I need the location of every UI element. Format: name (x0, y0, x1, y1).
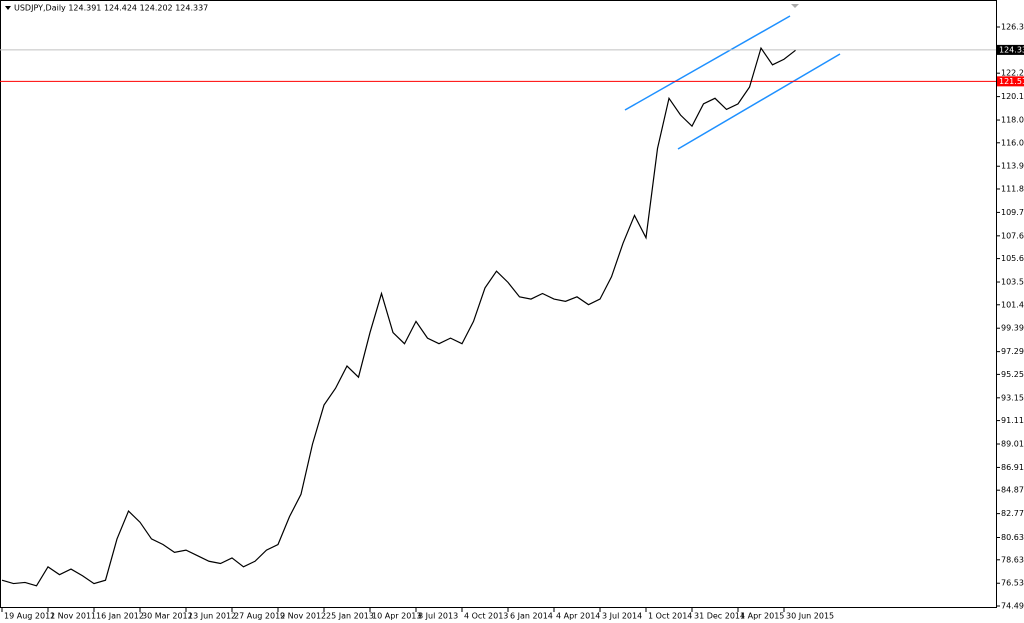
shift-marker (791, 4, 799, 8)
y-tick-label: 103.530 (1001, 278, 1024, 287)
x-tick-label: 10 Apr 2013 (372, 612, 421, 621)
y-tick-label: 101.490 (1001, 300, 1024, 309)
y-tick-label: 120.150 (1001, 92, 1024, 101)
price-label-box (997, 44, 1024, 55)
y-tick-label: 97.290 (1001, 347, 1024, 356)
y-tick-label: 126.390 (1001, 22, 1024, 31)
plot-border (0, 0, 997, 608)
x-tick-label: 2 Nov 2011 (50, 612, 96, 621)
y-tick-label: 109.770 (1001, 208, 1024, 217)
x-tick-label: 31 Dec 2014 (694, 612, 745, 621)
x-tick-label: 25 Jan 2013 (326, 612, 374, 621)
y-tick-label: 93.150 (1001, 393, 1024, 402)
x-tick-label: 13 Jun 2012 (188, 612, 236, 621)
y-tick-label: 99.390 (1001, 324, 1024, 333)
y-tick-label: 78.630 (1001, 555, 1024, 564)
y-tick-label: 86.910 (1001, 463, 1024, 472)
y-tick-label: 118.050 (1001, 116, 1024, 125)
x-tick-label: 30 Jun 2015 (786, 612, 834, 621)
x-tick-label: 1 Apr 2015 (740, 612, 784, 621)
menu-arrow[interactable] (5, 6, 11, 10)
y-tick-label: 116.010 (1001, 138, 1024, 147)
x-tick-label: 16 Jan 2012 (96, 612, 144, 621)
channel-upper (624, 15, 791, 111)
y-tick-label: 89.010 (1001, 440, 1024, 449)
y-tick-label: 91.110 (1001, 416, 1024, 425)
x-tick-label: 4 Apr 2014 (556, 612, 600, 621)
x-tick-label: 1 Oct 2014 (648, 612, 692, 621)
y-tick-label: 107.670 (1001, 231, 1024, 240)
y-tick-label: 82.770 (1001, 509, 1024, 518)
x-tick-label: 6 Jan 2014 (510, 612, 553, 621)
x-tick-label: 9 Nov 2012 (280, 612, 326, 621)
y-tick-label: 111.870 (1001, 184, 1024, 193)
y-tick-label: 95.250 (1001, 370, 1024, 379)
y-tick-label: 76.530 (1001, 579, 1024, 588)
price-label: 121.518 (999, 77, 1024, 86)
x-tick-label: 19 Aug 2011 (4, 612, 55, 621)
y-tick-label: 122.250 (1001, 69, 1024, 78)
y-tick-label: 84.870 (1001, 486, 1024, 495)
price-label: 124.337 (999, 45, 1024, 54)
price-line-series (1, 46, 796, 587)
chart-title: USDJPY,Daily 124.391 124.424 124.202 124… (14, 4, 208, 13)
y-tick-label: 113.910 (1001, 162, 1024, 171)
x-tick-label: 3 Jul 2014 (602, 612, 642, 621)
y-tick-label: 80.630 (1001, 533, 1024, 542)
x-tick-label: 30 Mar 2012 (142, 612, 193, 621)
price-label-box (997, 76, 1024, 87)
x-tick-label: 4 Oct 2013 (464, 612, 508, 621)
y-tick-label: 105.630 (1001, 254, 1024, 263)
channel-lower (677, 53, 841, 150)
y-tick-label: 74.490 (1001, 601, 1024, 610)
x-tick-label: 8 Jul 2013 (418, 612, 458, 621)
x-tick-label: 27 Aug 2012 (234, 612, 285, 621)
